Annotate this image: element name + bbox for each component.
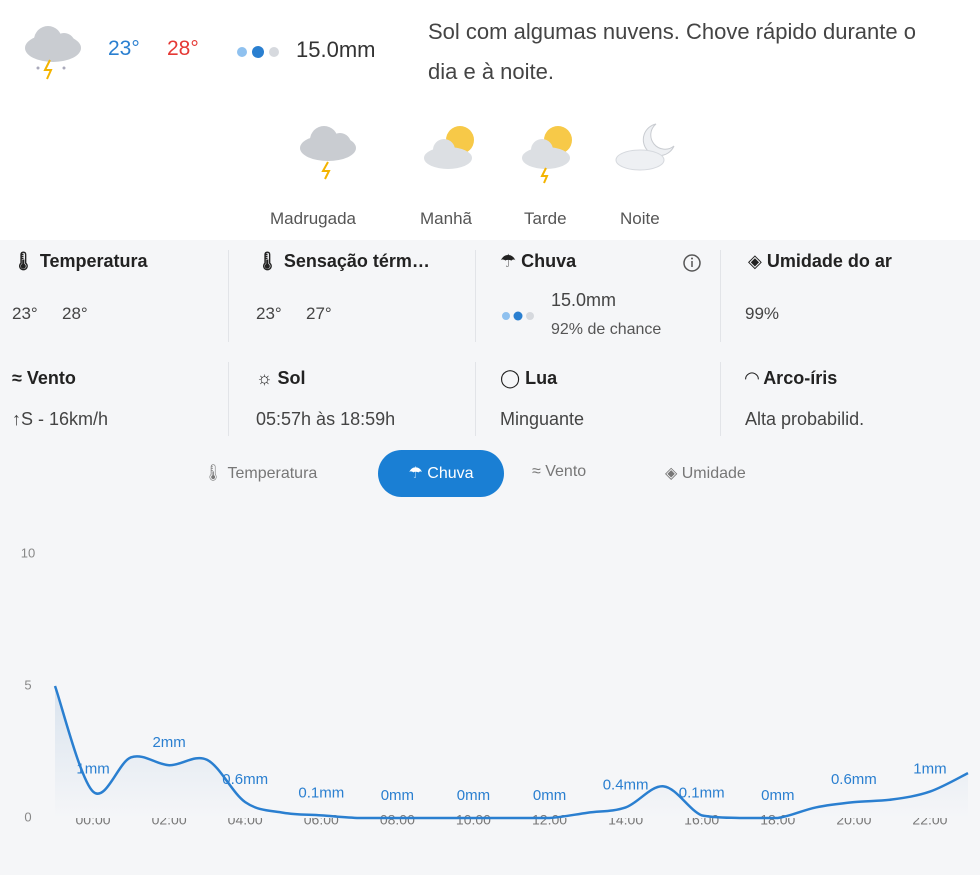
y-tick-label: 0 — [24, 809, 31, 824]
temp-min: 23° — [12, 304, 38, 323]
data-label: 0.6mm — [831, 771, 877, 788]
text: Umidade — [681, 465, 746, 482]
y-tick-label: 5 — [24, 677, 31, 692]
temp-max: 28° — [62, 304, 88, 323]
detail-label: ☂ Chuva — [500, 251, 577, 271]
divider — [475, 362, 476, 436]
description: Sol com algumas nuvens. Chove rápido dur… — [428, 19, 916, 84]
x-tick-label: 10:00 — [456, 812, 491, 828]
humidity: 99% — [745, 304, 780, 323]
period-icons — [300, 123, 675, 184]
data-label: 0.4mm — [603, 776, 649, 793]
text: Lua — [525, 368, 558, 388]
divider — [228, 362, 229, 436]
detail-label: ≈ Vento — [12, 368, 76, 388]
text: Vento — [545, 463, 587, 480]
wind: ↑S - 16km/h — [12, 409, 109, 429]
detail-label: ◯ Lua — [500, 368, 558, 388]
rain-amount: 15.0mm — [551, 290, 617, 310]
text: Vento — [26, 368, 76, 388]
divider — [720, 362, 721, 436]
feels-max: 27° — [306, 304, 332, 323]
data-label: 1mm — [913, 761, 946, 778]
area — [55, 686, 968, 818]
text: Umidade do ar — [766, 251, 892, 271]
detail-label: ☼ Sol — [256, 368, 306, 388]
divider — [475, 250, 476, 342]
y-tick-label: 10 — [21, 545, 35, 560]
detail-label: ◠ Arco-íris — [745, 368, 838, 388]
tab[interactable]: 🌡 Temperatura — [203, 465, 318, 482]
drops-icon — [502, 311, 534, 321]
tab[interactable]: ◈ Umidade — [665, 465, 746, 482]
detail-label: 🌡 Sensação térm… — [256, 251, 430, 271]
text: Arco-íris — [763, 368, 838, 388]
x-tick-label: 08:00 — [380, 812, 415, 828]
weather-icon — [25, 26, 81, 80]
period-label: Tarde — [524, 209, 567, 228]
detail-label: 🌡 Temperatura — [12, 251, 148, 271]
divider — [228, 250, 229, 342]
sun: 05:57h às 18:59h — [256, 409, 396, 429]
drops-icon — [237, 46, 279, 58]
line — [53, 685, 969, 820]
text: Temperatura — [227, 465, 318, 482]
tab-active[interactable]: ☂ Chuva — [378, 450, 504, 497]
data-label: 2mm — [152, 734, 185, 751]
text: Chuva — [427, 465, 474, 482]
text: Sol — [277, 368, 306, 388]
text: Chuva — [521, 251, 577, 271]
period-label: Madrugada — [270, 209, 357, 228]
rain-chance: 92% de chance — [551, 321, 662, 338]
data-label: 0.1mm — [298, 784, 344, 801]
rain-total: 15.0mm — [296, 37, 376, 62]
data-label: 0mm — [457, 787, 490, 804]
divider — [720, 250, 721, 342]
data-label: 0mm — [533, 787, 566, 804]
x-tick-label: 12:00 — [532, 812, 567, 828]
temp-max: 28° — [167, 37, 199, 60]
moon: Minguante — [500, 409, 585, 429]
feels-min: 23° — [256, 304, 282, 323]
text: Sensação térm… — [283, 251, 430, 271]
data-label: 0mm — [381, 787, 414, 804]
period-label: Noite — [620, 209, 660, 228]
temp-min: 23° — [108, 37, 140, 60]
data-label: 0mm — [761, 787, 794, 804]
tab[interactable]: ≈ Vento — [532, 463, 587, 480]
summary-panel: 23° 28° 15.0mm Sol com algumas nuvens. C… — [0, 0, 980, 240]
data-label: 1mm — [76, 761, 109, 778]
rainbow: Alta probabilid. — [745, 409, 865, 429]
data-label: 0.1mm — [679, 784, 725, 801]
detail-label: ◈ Umidade do ar — [748, 251, 892, 271]
data-label: 0.6mm — [222, 771, 268, 788]
text: Temperatura — [39, 251, 148, 271]
period-label: Manhã — [420, 209, 472, 228]
info-icon[interactable] — [681, 252, 703, 274]
